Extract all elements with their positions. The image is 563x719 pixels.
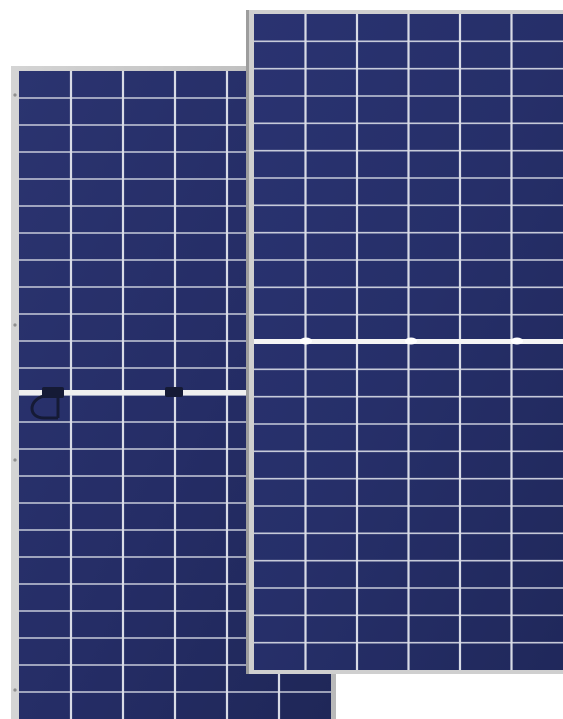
- front-panel-divider-highlights: [300, 337, 523, 345]
- back-panel-frame-dots: [13, 93, 17, 692]
- junction-box: [30, 387, 183, 420]
- front-solar-panel: [246, 10, 563, 674]
